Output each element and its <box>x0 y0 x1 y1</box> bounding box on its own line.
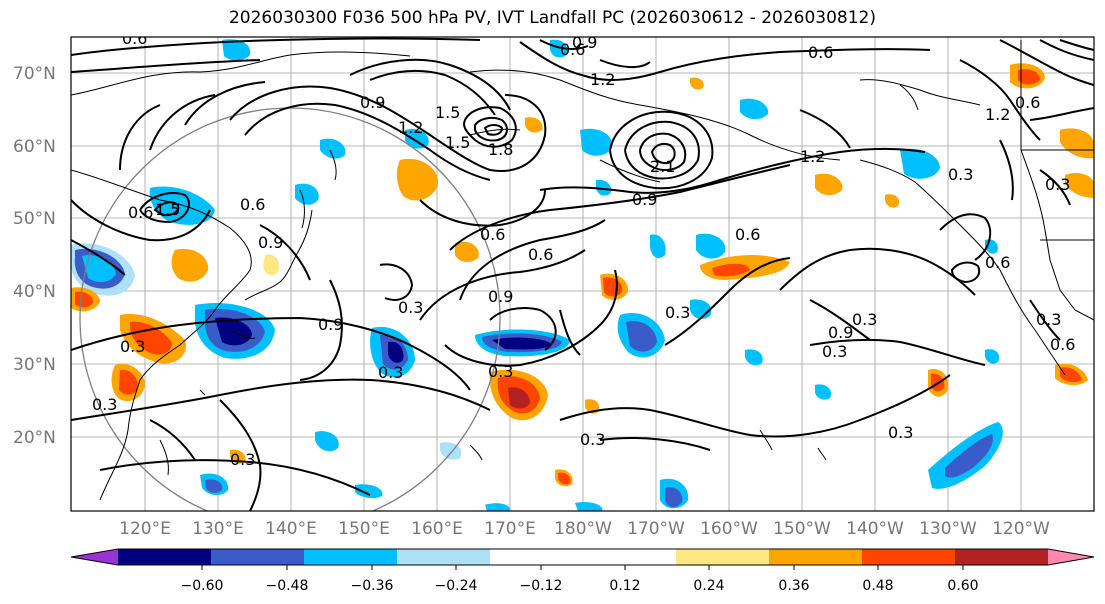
lon-label: 150°W <box>773 519 831 539</box>
contour-label: 1.5 <box>155 200 180 219</box>
contour-label: 0.3 <box>120 337 145 356</box>
contour-label: 0.3 <box>852 310 877 329</box>
latitude-labels: 70°N 60°N 50°N 40°N 30°N 20°N <box>13 64 56 448</box>
contour-label: 0.3 <box>1036 310 1061 329</box>
contour-label: 0.3 <box>822 342 847 361</box>
colorbar-outline <box>70 548 1095 566</box>
lon-label: 130°E <box>192 519 244 539</box>
contour-label: 0.3 <box>378 363 403 382</box>
contour-label: 1.2 <box>800 147 825 166</box>
contour-label: 0.6 <box>1050 335 1075 354</box>
contour-label: 0.9 <box>318 315 343 334</box>
contour-label: 0.3 <box>398 298 423 317</box>
lon-label: 130°W <box>919 519 977 539</box>
lat-label: 20°N <box>13 428 56 448</box>
colorbar-tick-label: 0.60 <box>947 578 978 594</box>
ivt-shading <box>71 39 1094 511</box>
contour-label: 0.3 <box>888 423 913 442</box>
contour-label: 0.3 <box>1045 175 1070 194</box>
contour-label: 1.8 <box>488 140 513 159</box>
colorbar-segment <box>676 549 770 565</box>
colorbar-tick-label: 0.36 <box>778 578 809 594</box>
colorbar-segment <box>862 549 956 565</box>
contour-label: 0.6 <box>985 253 1010 272</box>
contour-label: 0.6 <box>128 203 153 222</box>
contour-label: 1.2 <box>985 105 1010 124</box>
contour-label: 1.5 <box>435 103 460 122</box>
contour-label: 0.6 <box>122 29 147 48</box>
contour-label: 0.9 <box>360 93 385 112</box>
lon-label: 170°E <box>484 519 536 539</box>
contour-label: 0.6 <box>240 195 265 214</box>
colorbar-segment <box>490 549 584 565</box>
contour-label: 0.6 <box>480 225 505 244</box>
contour-label: 0.6 <box>1015 93 1040 112</box>
colorbar-segment <box>304 549 398 565</box>
contour-label: 0.3 <box>92 395 117 414</box>
colorbar <box>70 548 1095 570</box>
contour-label: 1.2 <box>590 70 615 89</box>
colorbar-tick-label: −0.36 <box>351 578 394 594</box>
lon-label: 140°W <box>846 519 904 539</box>
colorbar-extend-max <box>1048 549 1094 565</box>
colorbar-tick-label: −0.12 <box>520 578 563 594</box>
lat-label: 50°N <box>13 209 56 229</box>
colorbar-segment <box>583 549 677 565</box>
lat-label: 60°N <box>13 137 56 157</box>
colorbar-extend-min <box>71 549 118 565</box>
colorbar-tick-label: −0.60 <box>181 578 224 594</box>
lon-label: 160°E <box>411 519 463 539</box>
colorbar-segment <box>955 549 1049 565</box>
contour-label: 1.5 <box>445 133 470 152</box>
lon-label: 150°E <box>338 519 390 539</box>
map-title: 2026030300 F036 500 hPa PV, IVT Landfall… <box>228 8 876 28</box>
colorbar-tick-label: −0.48 <box>266 578 309 594</box>
lat-label: 40°N <box>13 282 56 302</box>
lon-label: 160°W <box>700 519 758 539</box>
colorbar-tick-label: −0.24 <box>435 578 478 594</box>
colorbar-segment <box>211 549 305 565</box>
contour-label: 0.3 <box>580 430 605 449</box>
contour-label: 0.9 <box>828 323 853 342</box>
colorbar-ticks: −0.60 −0.48 −0.36 −0.24 −0.12 0.12 0.24 … <box>181 578 979 594</box>
contour-label: 0.6 <box>560 40 585 59</box>
lon-label: 170°W <box>627 519 685 539</box>
lon-label: 180°W <box>554 519 612 539</box>
contour-label: 0.6 <box>735 225 760 244</box>
lat-label: 70°N <box>13 64 56 84</box>
colorbar-segment <box>397 549 491 565</box>
longitude-labels: 120°E 130°E 140°E 150°E 160°E 170°E 180°… <box>119 519 1050 539</box>
colorbar-segment <box>118 549 212 565</box>
lon-label: 120°W <box>992 519 1050 539</box>
colorbar-segment <box>769 549 863 565</box>
contour-label: 0.6 <box>808 43 833 62</box>
contour-label: 0.3 <box>488 362 513 381</box>
contour-label: 0.9 <box>258 233 283 252</box>
contour-label: 0.9 <box>488 287 513 306</box>
map-frame <box>70 36 1095 512</box>
lat-label: 30°N <box>13 355 56 375</box>
contour-label: 0.3 <box>665 303 690 322</box>
map-background <box>71 37 1094 511</box>
contour-label: 0.6 <box>528 245 553 264</box>
lon-label: 140°E <box>265 519 317 539</box>
colorbar-tick-label: 0.12 <box>609 578 640 594</box>
coastlines <box>71 40 1094 501</box>
pv-contour-labels: 0.6 0.9 1.2 1.5 0.6 0.9 1.2 1.5 1.8 2.1 … <box>92 29 1075 469</box>
contour-label: 2.1 <box>650 157 675 176</box>
contour-label: 0.9 <box>632 190 657 209</box>
contour-label: 0.3 <box>948 165 973 184</box>
contour-label: 0.3 <box>230 450 255 469</box>
pv-contours <box>71 37 1094 511</box>
contour-label: 0.9 <box>572 33 597 52</box>
colorbar-tick-label: 0.48 <box>862 578 893 594</box>
lon-label: 120°E <box>119 519 171 539</box>
contour-label: 1.2 <box>398 118 423 137</box>
colorbar-tick-label: 0.24 <box>693 578 724 594</box>
